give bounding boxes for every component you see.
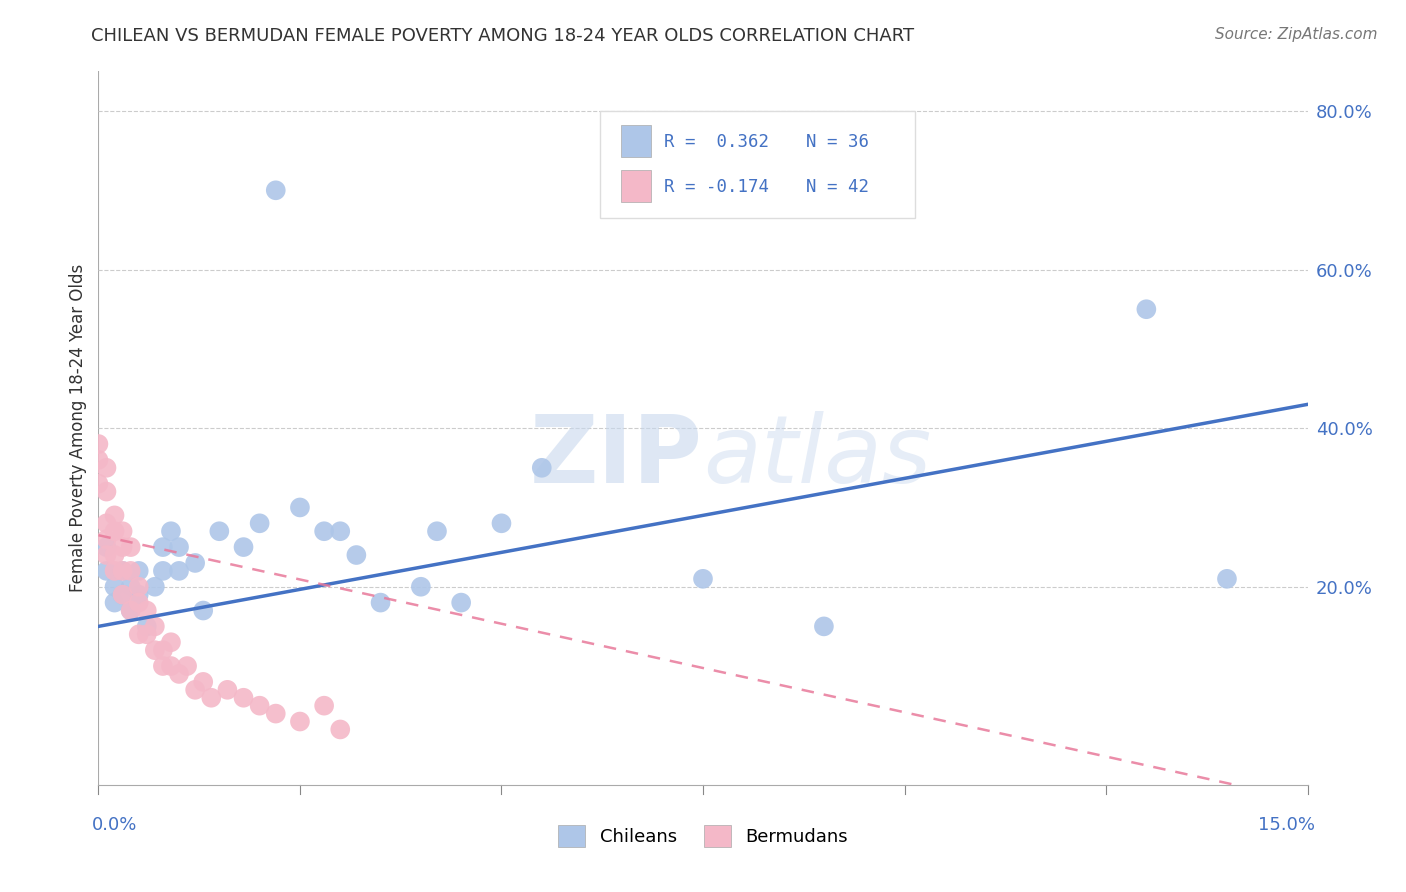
Point	[329, 723, 352, 737]
Point	[103, 596, 125, 610]
Point	[120, 540, 142, 554]
Point	[103, 508, 125, 523]
Point	[264, 183, 287, 197]
Point	[120, 603, 142, 617]
Point	[314, 524, 336, 539]
Point	[208, 524, 231, 539]
Point	[314, 698, 336, 713]
Point	[96, 564, 118, 578]
Bar	[621, 170, 651, 202]
Y-axis label: Female Poverty Among 18-24 Year Olds: Female Poverty Among 18-24 Year Olds	[69, 264, 87, 592]
Point	[530, 460, 553, 475]
Point	[692, 572, 714, 586]
Point	[128, 588, 150, 602]
Point	[491, 516, 513, 531]
Point	[87, 437, 110, 451]
Bar	[621, 125, 651, 157]
Point	[249, 516, 271, 531]
Point	[103, 524, 125, 539]
Text: CHILEAN VS BERMUDAN FEMALE POVERTY AMONG 18-24 YEAR OLDS CORRELATION CHART: CHILEAN VS BERMUDAN FEMALE POVERTY AMONG…	[91, 27, 914, 45]
Point	[193, 603, 215, 617]
Point	[184, 682, 207, 697]
Point	[152, 540, 174, 554]
Text: R = -0.174: R = -0.174	[664, 178, 769, 196]
Point	[96, 460, 118, 475]
Point	[249, 698, 271, 713]
Point	[450, 596, 472, 610]
Point	[232, 540, 254, 554]
Point	[128, 596, 150, 610]
Point	[409, 580, 432, 594]
Point	[167, 667, 190, 681]
Text: Source: ZipAtlas.com: Source: ZipAtlas.com	[1215, 27, 1378, 42]
Point	[167, 540, 190, 554]
Point	[135, 627, 157, 641]
Point	[96, 548, 118, 562]
Point	[184, 556, 207, 570]
Point	[96, 532, 118, 546]
Point	[426, 524, 449, 539]
Point	[1216, 572, 1239, 586]
Point	[120, 580, 142, 594]
Point	[143, 619, 166, 633]
Legend: Chileans, Bermudans: Chileans, Bermudans	[551, 818, 855, 855]
Point	[344, 548, 367, 562]
Point	[1135, 302, 1157, 317]
Point	[96, 484, 118, 499]
Point	[87, 476, 110, 491]
Point	[111, 524, 134, 539]
Text: R =  0.362: R = 0.362	[664, 133, 769, 151]
Text: 0.0%: 0.0%	[91, 816, 136, 834]
Point	[120, 603, 142, 617]
Point	[217, 682, 239, 697]
Point	[329, 524, 352, 539]
Point	[152, 659, 174, 673]
Point	[160, 524, 183, 539]
Point	[103, 564, 125, 578]
Text: ZIP: ZIP	[530, 410, 703, 503]
Point	[288, 500, 311, 515]
Point	[128, 564, 150, 578]
Point	[176, 659, 198, 673]
Point	[143, 643, 166, 657]
Point	[128, 627, 150, 641]
Point	[193, 674, 215, 689]
Point	[288, 714, 311, 729]
Point	[128, 580, 150, 594]
Point	[143, 580, 166, 594]
Point	[135, 619, 157, 633]
Point	[96, 516, 118, 531]
Point	[370, 596, 392, 610]
Point	[103, 580, 125, 594]
Point	[111, 588, 134, 602]
Point	[111, 540, 134, 554]
Point	[264, 706, 287, 721]
Point	[87, 453, 110, 467]
Text: N = 42: N = 42	[806, 178, 869, 196]
Point	[152, 564, 174, 578]
Point	[152, 643, 174, 657]
Point	[135, 603, 157, 617]
Point	[160, 635, 183, 649]
Point	[813, 619, 835, 633]
Point	[111, 564, 134, 578]
Point	[103, 548, 125, 562]
Point	[232, 690, 254, 705]
FancyBboxPatch shape	[600, 111, 915, 218]
Point	[120, 564, 142, 578]
Text: atlas: atlas	[703, 411, 931, 502]
Point	[167, 564, 190, 578]
Point	[200, 690, 222, 705]
Point	[111, 588, 134, 602]
Text: N = 36: N = 36	[806, 133, 869, 151]
Point	[111, 564, 134, 578]
Point	[160, 659, 183, 673]
Point	[96, 540, 118, 554]
Text: 15.0%: 15.0%	[1257, 816, 1315, 834]
